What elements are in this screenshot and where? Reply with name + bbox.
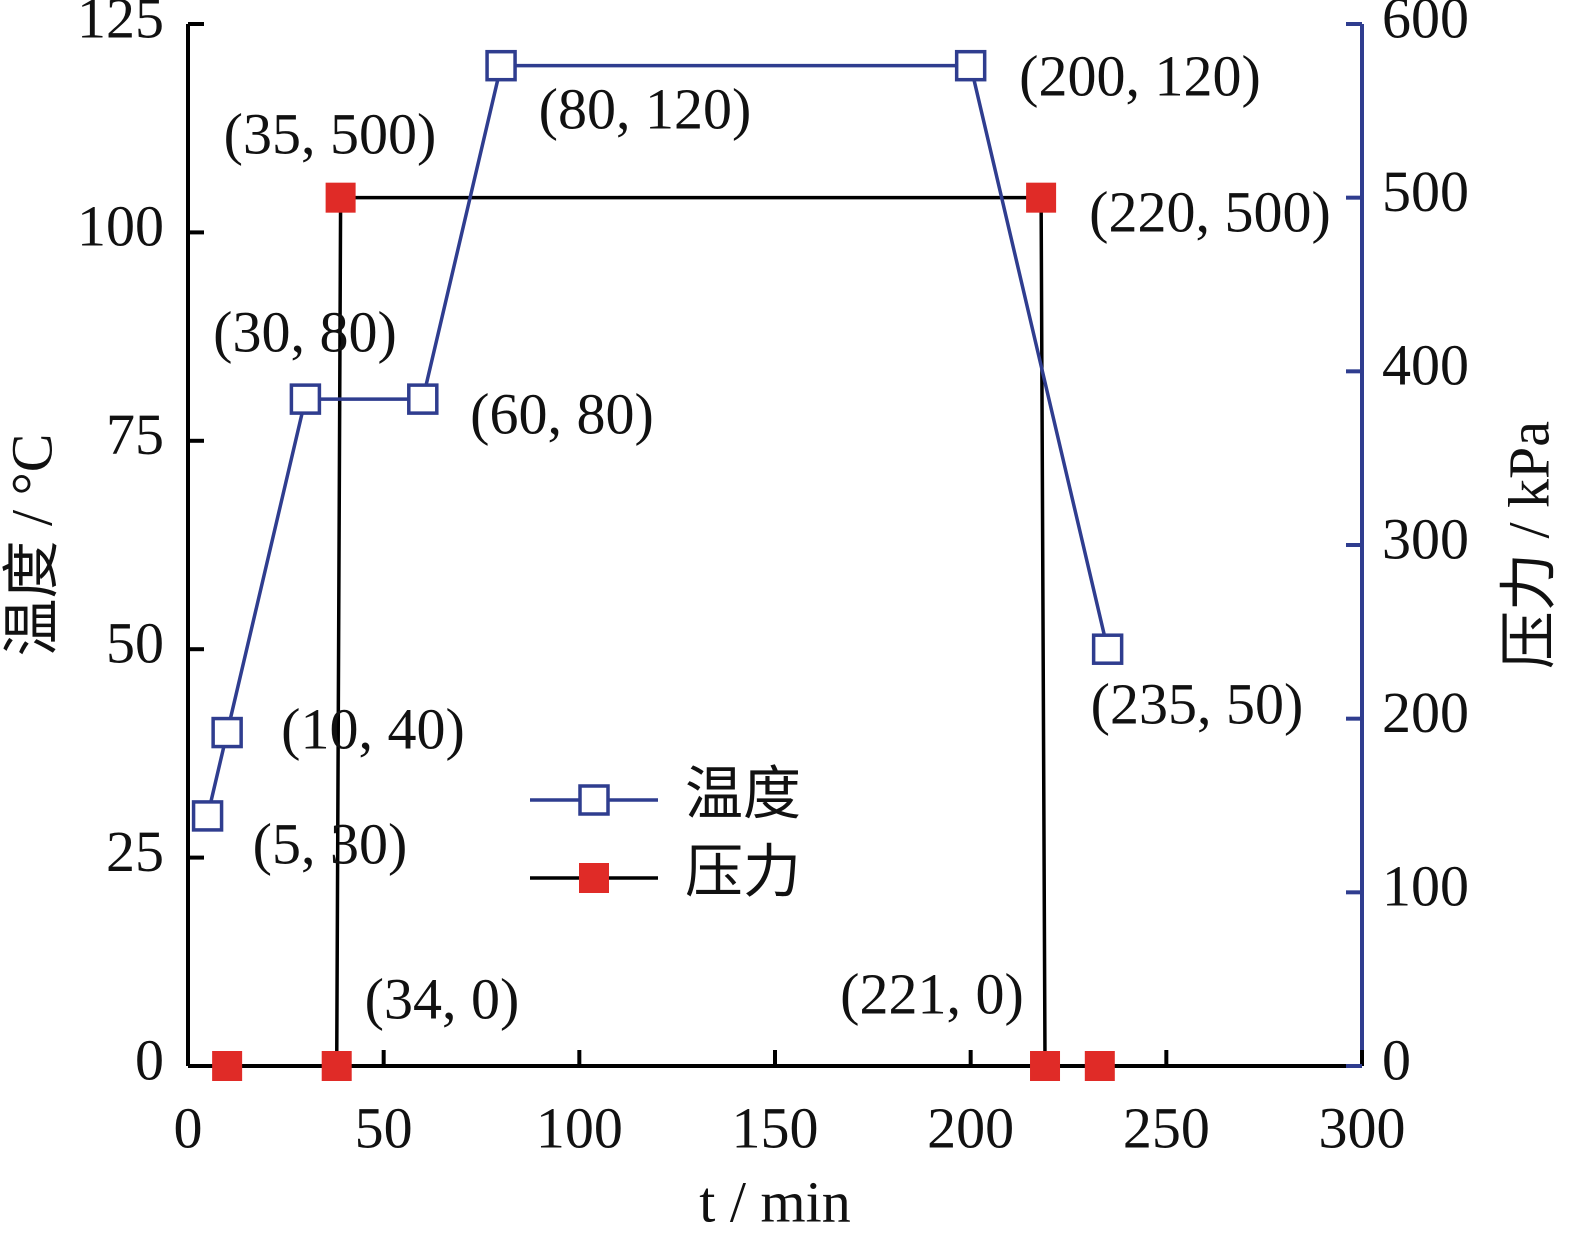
- y-tick-label: 125: [77, 0, 164, 50]
- data-point: [289, 383, 322, 415]
- data-point: [321, 1051, 352, 1081]
- y-tick-label: 25: [106, 819, 164, 884]
- annotation: (220, 500): [1089, 179, 1331, 244]
- legend-marker: [579, 863, 609, 893]
- data-point: [212, 1051, 243, 1081]
- data-point: [1026, 182, 1057, 213]
- y2-axis-label: 压力 / kPa: [1496, 421, 1561, 669]
- legend-label: 温度: [685, 761, 801, 826]
- y-tick-label: 50: [106, 611, 164, 676]
- annotation: (235, 50): [1091, 671, 1304, 736]
- y-axis-label: 温度 / °C: [0, 434, 64, 657]
- y2-tick-label: 500: [1382, 159, 1469, 224]
- data-point: [1084, 1051, 1115, 1081]
- data-point: [407, 383, 439, 415]
- data-point: [1030, 1051, 1061, 1081]
- data-point: [325, 182, 356, 213]
- x-tick-label: 300: [1319, 1095, 1406, 1160]
- annotation: (200, 120): [1019, 43, 1261, 108]
- annotation: (35, 500): [224, 101, 437, 166]
- y-tick-label: 75: [106, 402, 164, 467]
- x-tick-label: 200: [927, 1095, 1014, 1160]
- legend-marker: [578, 784, 610, 816]
- x-tick-label: 250: [1123, 1095, 1210, 1160]
- y2-tick-label: 100: [1382, 854, 1469, 919]
- data-point: [211, 716, 243, 749]
- annotation: (221, 0): [840, 961, 1024, 1026]
- x-tick-label: 150: [732, 1095, 819, 1160]
- annotation: (30, 80): [213, 299, 397, 364]
- annotation: (5, 30): [253, 811, 408, 876]
- y2-tick-label: 200: [1382, 680, 1469, 745]
- x-tick-label: 50: [355, 1095, 413, 1160]
- annotation: (80, 120): [539, 76, 752, 141]
- data-point: [191, 800, 224, 832]
- x-tick-label: 0: [174, 1095, 203, 1160]
- x-tick-label: 100: [536, 1095, 623, 1160]
- data-point: [954, 49, 987, 82]
- y-tick-label: 100: [77, 194, 164, 259]
- annotation: (60, 80): [470, 381, 654, 446]
- y2-tick-label: 400: [1382, 333, 1469, 398]
- x-axis-label: t / min: [699, 1169, 850, 1234]
- y-tick-label: 0: [135, 1027, 164, 1092]
- data-point: [1091, 633, 1124, 665]
- y2-tick-label: 600: [1382, 0, 1469, 50]
- y2-tick-label: 300: [1382, 506, 1469, 571]
- annotation: (34, 0): [365, 966, 520, 1031]
- data-point: [485, 49, 517, 82]
- y2-tick-label: 0: [1382, 1027, 1411, 1092]
- annotation: (10, 40): [281, 696, 465, 761]
- legend-label: 压力: [685, 839, 801, 904]
